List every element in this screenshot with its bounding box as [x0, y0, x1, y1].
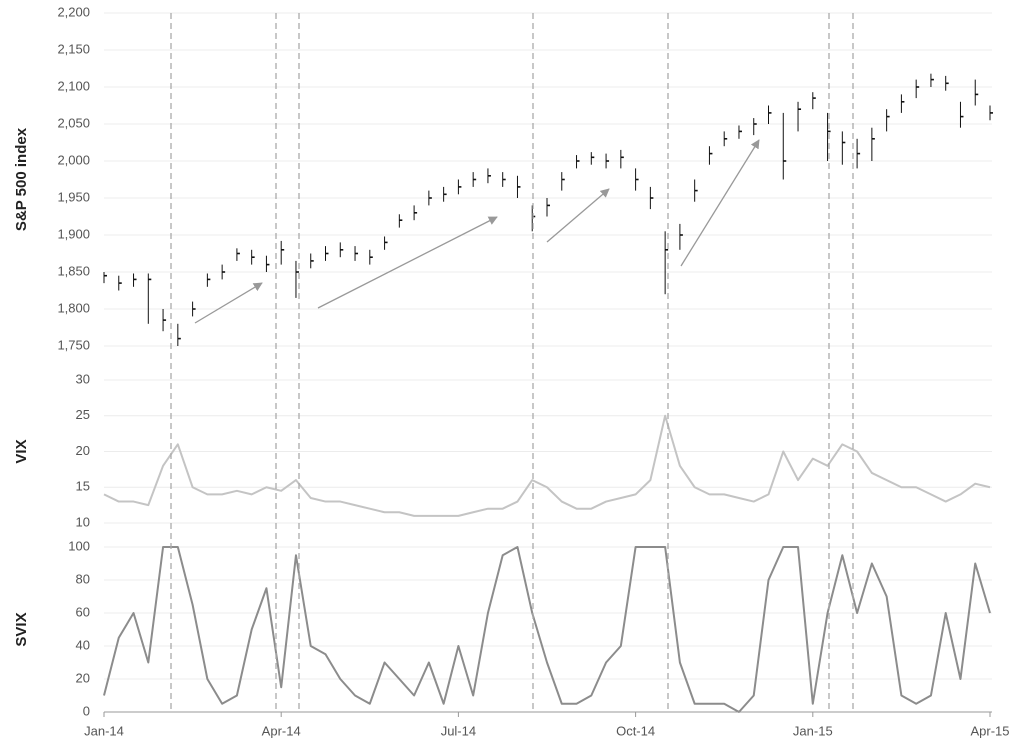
y-axis-label: VIX: [13, 439, 30, 463]
y-tick-label: 20: [76, 670, 90, 685]
x-tick-label: Jul-14: [441, 723, 476, 738]
x-tick-label: Oct-14: [616, 723, 655, 738]
x-tick-label: Jan-14: [84, 723, 124, 738]
y-tick-label: 100: [68, 538, 90, 553]
y-tick-label: 1,800: [57, 300, 90, 315]
y-tick-label: 2,050: [57, 115, 90, 130]
y-tick-label: 25: [76, 407, 90, 422]
y-tick-label: 2,100: [57, 78, 90, 93]
x-tick-label: Apr-15: [970, 723, 1009, 738]
y-tick-label: 20: [76, 443, 90, 458]
arrow: [680, 139, 760, 267]
y-tick-label: 2,150: [57, 41, 90, 56]
y-axis-label: S&P 500 index: [13, 127, 30, 231]
y-tick-label: 2,200: [57, 4, 90, 19]
y-tick-label: 10: [76, 514, 90, 529]
arrow: [194, 282, 263, 324]
plot: 1,750 1,800 1,850 1,900 1,950 2,000 2,050 2,100…: [13, 4, 1010, 738]
y-tick-label: 0: [83, 703, 90, 718]
y-tick-label: 40: [76, 637, 90, 652]
y-tick-label: 15: [76, 479, 90, 494]
arrows: [194, 139, 760, 324]
y-axis-label: SVIX: [13, 612, 30, 646]
y-tick-label: 1,900: [57, 226, 90, 241]
x-tick-label: Apr-14: [262, 723, 301, 738]
y-tick-label: 1,750: [57, 337, 90, 352]
y-tick-label: 30: [76, 371, 90, 386]
y-tick-label: 1,850: [57, 263, 90, 278]
arrow: [317, 216, 498, 309]
arrow: [546, 188, 610, 243]
event-lines: [170, 13, 854, 712]
x-tick-label: Jan-15: [793, 723, 833, 738]
y-tick-label: 1,950: [57, 189, 90, 204]
series-line: [103, 546, 991, 713]
y-tick-label: 2,000: [57, 152, 90, 167]
y-tick-label: 80: [76, 571, 90, 586]
y-tick-label: 60: [76, 604, 90, 619]
series-line: [103, 414, 991, 517]
